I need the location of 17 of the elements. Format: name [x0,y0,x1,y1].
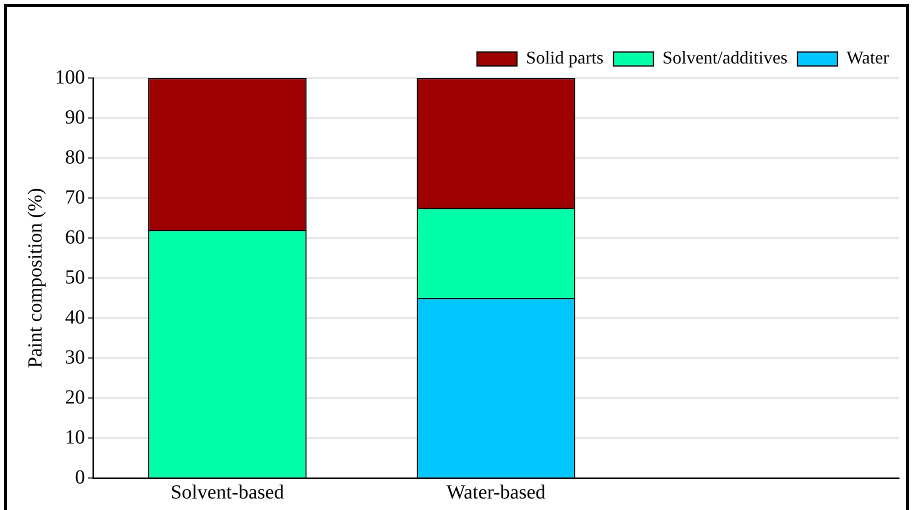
legend-label: Solvent/additives [662,48,788,68]
legend-label: Solid parts [526,48,604,68]
y-tick-label: 60 [65,226,85,248]
x-tick-label: Solvent-based [170,481,284,504]
y-tick-label: 90 [65,106,85,128]
y-tick-label: 50 [65,266,85,288]
y-tick-label: 10 [65,426,85,448]
x-tick-label: Water-based [446,481,546,504]
y-tick-label: 30 [65,346,85,368]
y-tick-label: 40 [65,306,85,328]
y-tick-label: 80 [65,146,85,168]
y-tick-label: 20 [65,386,85,408]
legend-label: Water [846,48,890,68]
y-tick-label: 0 [75,466,85,488]
y-tick-label: 100 [55,66,85,88]
y-axis-title: Paint composition (%) [24,188,46,368]
y-tick-label: 70 [65,186,85,208]
